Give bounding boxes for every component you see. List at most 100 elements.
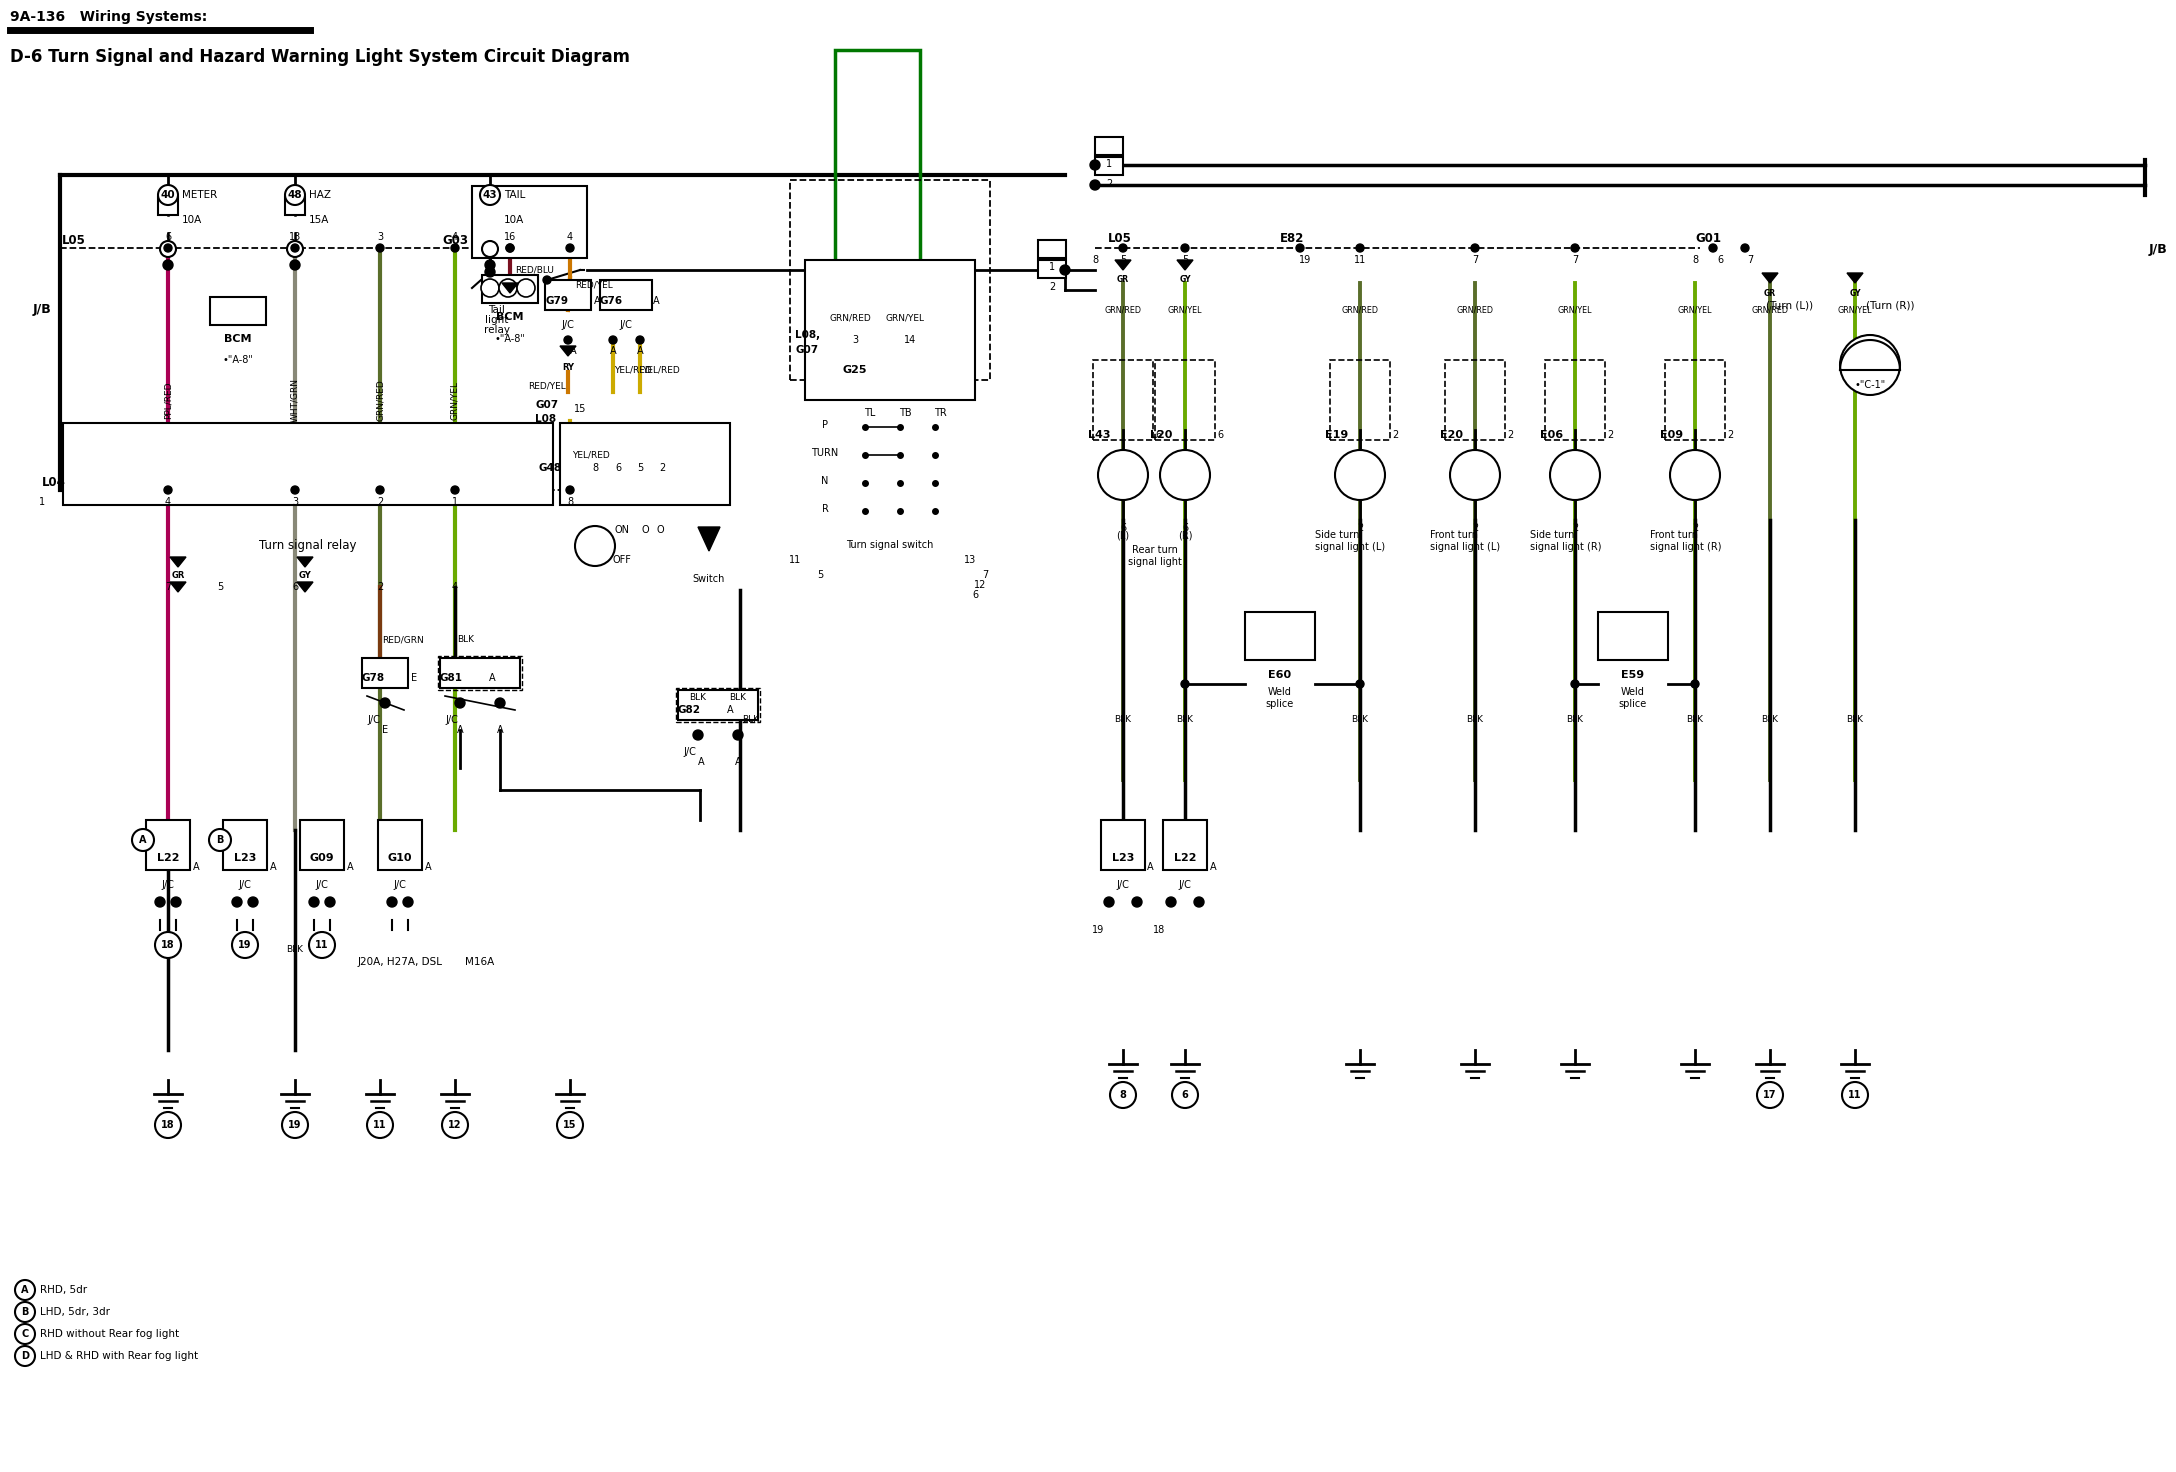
Circle shape	[1669, 450, 1719, 500]
Text: A: A	[22, 1285, 28, 1295]
Circle shape	[1571, 680, 1580, 687]
Bar	[379, 820, 422, 870]
Text: LHD & RHD with Rear fog light: LHD & RHD with Rear fog light	[39, 1351, 198, 1362]
Circle shape	[481, 185, 500, 205]
Circle shape	[692, 730, 703, 740]
Text: BLK: BLK	[729, 693, 746, 702]
Circle shape	[518, 280, 535, 297]
Text: 15A: 15A	[309, 215, 329, 225]
Text: 43: 43	[483, 190, 498, 200]
Text: A: A	[194, 863, 200, 871]
Text: 1: 1	[39, 498, 46, 506]
Circle shape	[1182, 680, 1188, 687]
Text: E20: E20	[1441, 430, 1462, 440]
Text: 1: 1	[1105, 159, 1112, 169]
Text: G25: G25	[842, 365, 868, 375]
Circle shape	[1132, 896, 1142, 907]
Circle shape	[285, 185, 305, 205]
Text: E82: E82	[1279, 231, 1303, 244]
Text: 2: 2	[1471, 523, 1478, 533]
Circle shape	[1708, 244, 1717, 252]
Text: 15: 15	[574, 403, 585, 414]
Circle shape	[292, 486, 298, 495]
Circle shape	[15, 1303, 35, 1322]
Text: G10: G10	[387, 852, 411, 863]
Text: (R): (R)	[1177, 530, 1192, 540]
Text: BLK: BLK	[1567, 715, 1584, 724]
Circle shape	[1099, 450, 1149, 500]
Circle shape	[381, 698, 390, 708]
Text: 12: 12	[975, 580, 986, 590]
Text: 3: 3	[292, 498, 298, 506]
Circle shape	[154, 1111, 181, 1138]
Text: L05: L05	[1108, 231, 1132, 244]
Text: L22: L22	[157, 852, 178, 863]
Text: 2: 2	[376, 498, 383, 506]
Text: 19: 19	[1092, 924, 1103, 935]
Bar	[1162, 820, 1208, 870]
Text: RY: RY	[561, 362, 574, 371]
Text: 2: 2	[1393, 430, 1399, 440]
Text: G03: G03	[442, 234, 468, 246]
Bar	[559, 422, 729, 505]
Text: signal light (L): signal light (L)	[1314, 542, 1386, 552]
Text: 6: 6	[616, 464, 620, 473]
Text: E06: E06	[1541, 430, 1562, 440]
Text: 2: 2	[659, 464, 666, 473]
Text: 6: 6	[1155, 430, 1162, 440]
Text: 2: 2	[1728, 430, 1732, 440]
Text: 19: 19	[237, 941, 252, 949]
Text: •"A-8": •"A-8"	[494, 334, 524, 344]
Text: GR: GR	[1765, 289, 1776, 297]
Circle shape	[387, 896, 396, 907]
Text: 5: 5	[218, 581, 224, 592]
Text: relay: relay	[483, 325, 509, 336]
Circle shape	[450, 244, 459, 252]
Text: 6: 6	[165, 233, 172, 241]
Text: RED/GRN: RED/GRN	[383, 636, 424, 645]
Circle shape	[733, 730, 742, 740]
Text: BCM: BCM	[496, 312, 524, 322]
Text: A: A	[727, 705, 733, 715]
Text: GRN/YEL: GRN/YEL	[1169, 306, 1203, 315]
Text: 18: 18	[1153, 924, 1164, 935]
Text: 11: 11	[1847, 1089, 1863, 1100]
Circle shape	[455, 698, 466, 708]
Text: L08: L08	[535, 414, 557, 424]
Text: Side turn: Side turn	[1530, 530, 1575, 540]
Text: 5: 5	[816, 570, 823, 580]
Text: J/C: J/C	[394, 880, 407, 891]
Circle shape	[324, 896, 335, 907]
Text: A: A	[1147, 863, 1153, 871]
Circle shape	[566, 244, 574, 252]
Circle shape	[133, 829, 154, 851]
Text: R: R	[823, 503, 829, 514]
Bar	[677, 687, 759, 721]
Text: G07: G07	[535, 400, 557, 411]
Circle shape	[564, 336, 572, 344]
Circle shape	[1090, 180, 1101, 190]
Text: A: A	[490, 673, 496, 683]
Circle shape	[1118, 244, 1127, 252]
Bar	[1101, 820, 1145, 870]
Circle shape	[507, 244, 514, 252]
Text: 4: 4	[165, 498, 172, 506]
Text: D: D	[22, 1351, 28, 1362]
Bar	[146, 820, 189, 870]
Text: 6: 6	[1717, 255, 1723, 265]
Bar	[63, 422, 553, 505]
Circle shape	[376, 244, 383, 252]
Text: J/C: J/C	[620, 319, 633, 330]
Text: 6: 6	[973, 590, 977, 601]
Text: RHD without Rear fog light: RHD without Rear fog light	[39, 1329, 178, 1340]
Text: E09: E09	[1660, 430, 1682, 440]
Text: G07: G07	[794, 344, 818, 355]
Circle shape	[1173, 1082, 1199, 1108]
Bar	[1545, 361, 1606, 440]
Text: B: B	[22, 1307, 28, 1317]
Polygon shape	[170, 581, 185, 592]
Polygon shape	[1114, 261, 1132, 269]
Text: GRN/RED: GRN/RED	[1752, 306, 1789, 315]
Text: 8: 8	[1121, 1089, 1127, 1100]
Text: ON: ON	[614, 526, 629, 534]
